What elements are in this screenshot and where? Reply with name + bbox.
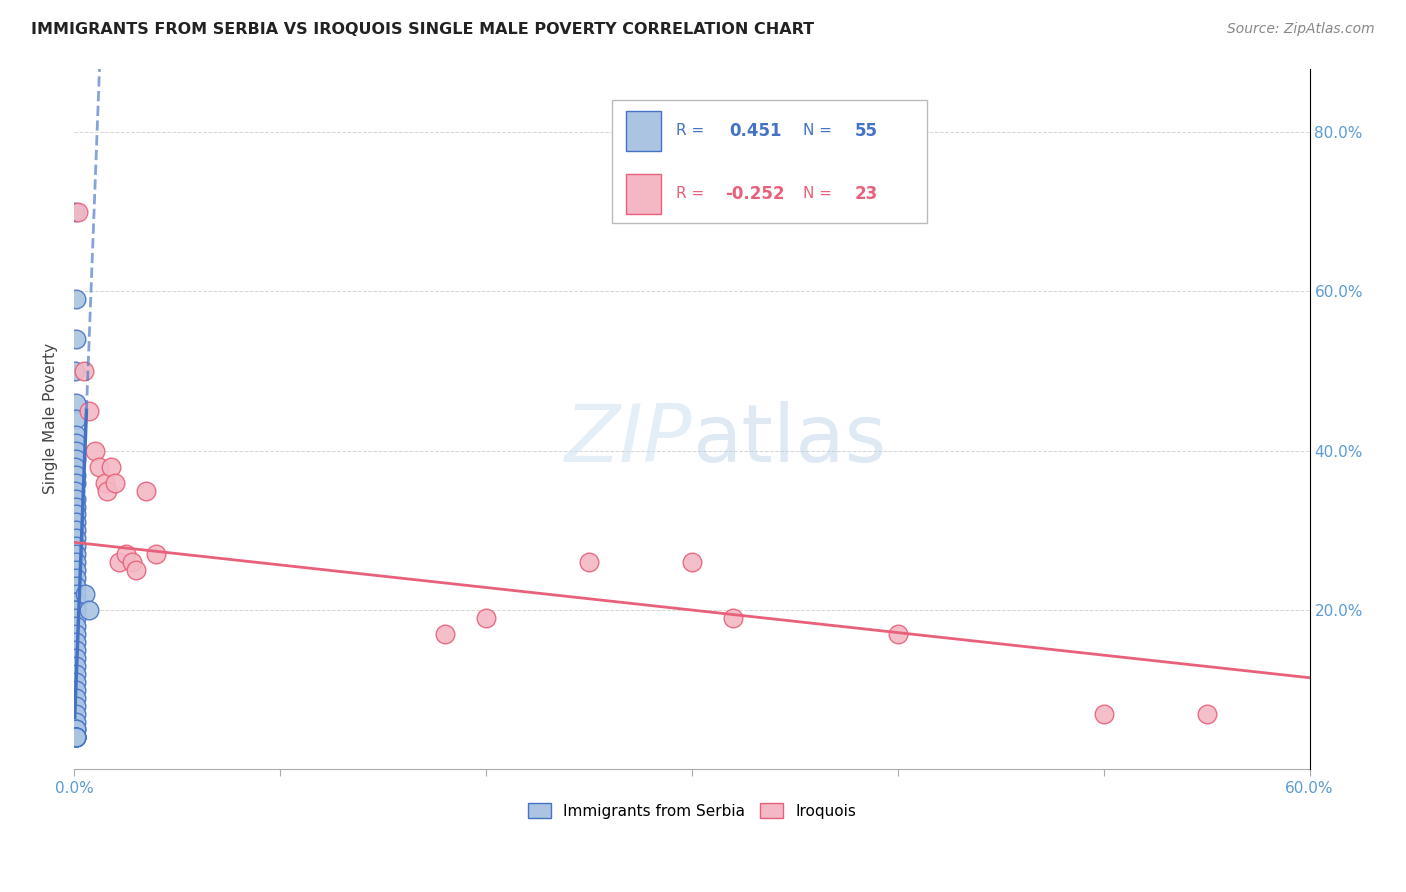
Point bbox=[65, 555, 87, 569]
Text: 55: 55 bbox=[855, 122, 877, 140]
Point bbox=[65, 532, 87, 546]
Point bbox=[114, 547, 136, 561]
Text: 0.451: 0.451 bbox=[728, 122, 782, 140]
Point bbox=[65, 658, 87, 673]
Point bbox=[96, 483, 118, 498]
FancyBboxPatch shape bbox=[626, 174, 661, 214]
Point bbox=[65, 666, 87, 681]
Point bbox=[63, 459, 86, 474]
Text: R =: R = bbox=[676, 123, 704, 138]
Point bbox=[65, 723, 87, 737]
Point bbox=[433, 627, 456, 641]
Point bbox=[65, 516, 87, 530]
Y-axis label: Single Male Poverty: Single Male Poverty bbox=[44, 343, 58, 494]
Point bbox=[65, 698, 87, 713]
Point bbox=[65, 293, 87, 307]
Text: N =: N = bbox=[803, 123, 832, 138]
Point bbox=[65, 603, 87, 617]
Point bbox=[65, 579, 87, 593]
Point bbox=[721, 611, 744, 625]
Point bbox=[65, 412, 87, 426]
Point bbox=[65, 690, 87, 705]
Point bbox=[65, 451, 87, 466]
Point bbox=[65, 595, 87, 609]
Point bbox=[67, 205, 90, 219]
Point bbox=[125, 563, 148, 577]
Point bbox=[65, 467, 87, 482]
Point bbox=[77, 404, 100, 418]
Point bbox=[108, 555, 131, 569]
Point bbox=[65, 508, 87, 522]
Point bbox=[65, 682, 87, 697]
Point bbox=[65, 650, 87, 665]
Point bbox=[65, 731, 87, 745]
Point bbox=[65, 435, 87, 450]
Point bbox=[65, 587, 87, 601]
Point bbox=[65, 524, 87, 538]
Point bbox=[94, 475, 117, 490]
Point bbox=[65, 571, 87, 585]
Point bbox=[578, 555, 600, 569]
Point bbox=[63, 364, 86, 378]
Point bbox=[65, 731, 87, 745]
Point bbox=[65, 731, 87, 745]
Point bbox=[886, 627, 908, 641]
Text: ZIP: ZIP bbox=[564, 401, 692, 479]
Point bbox=[65, 500, 87, 514]
FancyBboxPatch shape bbox=[612, 100, 927, 223]
Point bbox=[65, 674, 87, 689]
Point bbox=[63, 205, 86, 219]
Point bbox=[65, 539, 87, 553]
Point bbox=[1092, 706, 1115, 721]
Point bbox=[65, 619, 87, 633]
Point bbox=[75, 587, 97, 601]
Point bbox=[65, 595, 87, 609]
Point bbox=[77, 603, 100, 617]
Text: Source: ZipAtlas.com: Source: ZipAtlas.com bbox=[1227, 22, 1375, 37]
Point bbox=[1195, 706, 1218, 721]
Point bbox=[65, 475, 87, 490]
Point bbox=[65, 635, 87, 649]
Point bbox=[65, 723, 87, 737]
Point bbox=[73, 364, 96, 378]
Point bbox=[65, 731, 87, 745]
Point bbox=[65, 627, 87, 641]
Point bbox=[65, 443, 87, 458]
Point bbox=[681, 555, 703, 569]
Point bbox=[65, 611, 87, 625]
Point bbox=[104, 475, 127, 490]
Point bbox=[65, 396, 87, 410]
Point bbox=[135, 483, 157, 498]
Point bbox=[65, 731, 87, 745]
Point bbox=[65, 427, 87, 442]
Text: IMMIGRANTS FROM SERBIA VS IROQUOIS SINGLE MALE POVERTY CORRELATION CHART: IMMIGRANTS FROM SERBIA VS IROQUOIS SINGL… bbox=[31, 22, 814, 37]
Point bbox=[145, 547, 167, 561]
Point bbox=[83, 443, 105, 458]
Legend: Immigrants from Serbia, Iroquois: Immigrants from Serbia, Iroquois bbox=[522, 797, 862, 825]
Text: atlas: atlas bbox=[692, 401, 886, 479]
Point bbox=[100, 459, 122, 474]
Point bbox=[65, 731, 87, 745]
Text: -0.252: -0.252 bbox=[725, 185, 785, 203]
Point bbox=[65, 547, 87, 561]
Point bbox=[65, 603, 87, 617]
FancyBboxPatch shape bbox=[626, 111, 661, 152]
Point bbox=[65, 491, 87, 506]
Point bbox=[65, 706, 87, 721]
Point bbox=[65, 332, 87, 346]
Text: N =: N = bbox=[803, 186, 832, 202]
Point bbox=[65, 643, 87, 657]
Point bbox=[65, 714, 87, 729]
Point bbox=[87, 459, 110, 474]
Point bbox=[121, 555, 143, 569]
Point bbox=[475, 611, 498, 625]
Point bbox=[65, 563, 87, 577]
Text: 23: 23 bbox=[855, 185, 879, 203]
Text: R =: R = bbox=[676, 186, 704, 202]
Point bbox=[63, 483, 86, 498]
